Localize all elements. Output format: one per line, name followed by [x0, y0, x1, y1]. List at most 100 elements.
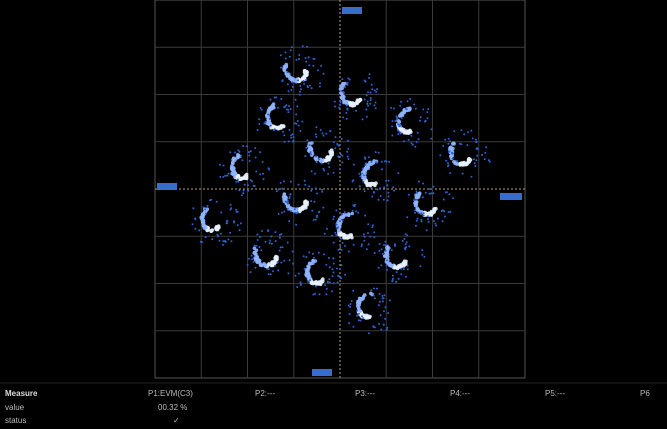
- scatter-dot: [290, 181, 292, 183]
- scatter-dot: [366, 248, 368, 250]
- scatter-dot: [340, 277, 342, 279]
- scatter-dot: [287, 111, 289, 113]
- scatter-dot: [360, 320, 362, 322]
- scatter-dot: [328, 278, 330, 280]
- scatter-dot: [342, 91, 344, 93]
- scatter-dot: [448, 138, 450, 140]
- scatter-dot: [280, 246, 282, 248]
- symbol-dot: [387, 262, 391, 266]
- scatter-dot: [460, 129, 462, 131]
- scatter-dot: [305, 147, 307, 149]
- scatter-dot: [263, 122, 265, 124]
- scatter-dot: [251, 258, 253, 260]
- scatter-dot: [420, 116, 422, 118]
- scatter-dot: [235, 209, 237, 211]
- scatter-dot: [240, 222, 242, 224]
- scatter-dot: [271, 243, 273, 245]
- scatter-dot: [388, 161, 390, 163]
- scatter-dot: [353, 164, 355, 166]
- scatter-dot: [376, 288, 378, 290]
- symbol-dot: [369, 182, 373, 186]
- scatter-dot: [371, 88, 373, 90]
- scatter-dot: [247, 184, 249, 186]
- scatter-dot: [358, 173, 360, 175]
- scatter-dot: [434, 223, 436, 225]
- scatter-dot: [319, 86, 321, 88]
- scatter-dot: [276, 190, 278, 192]
- scatter-dot: [449, 140, 451, 142]
- scatter-dot: [298, 58, 300, 60]
- scatter-dot: [287, 272, 289, 274]
- scatter-dot: [396, 271, 398, 273]
- scatter-dot: [258, 118, 260, 120]
- scatter-dot: [346, 151, 348, 153]
- scatter-dot: [341, 249, 343, 251]
- scatter-dot: [398, 278, 400, 280]
- scatter-dot: [258, 246, 260, 248]
- scatter-dot: [332, 218, 334, 220]
- symbol-dot: [398, 120, 402, 124]
- scatter-dot: [192, 223, 194, 225]
- scatter-dot: [335, 234, 337, 236]
- scatter-dot: [253, 261, 255, 263]
- column-name: P5:---: [545, 389, 565, 398]
- symbol-dot: [288, 77, 292, 81]
- scatter-dot: [237, 224, 239, 226]
- scatter-dot: [296, 105, 298, 107]
- symbol-dot: [272, 106, 276, 110]
- scatter-dot: [298, 125, 300, 127]
- scatter-dot: [378, 152, 380, 154]
- scatter-dot: [386, 329, 388, 331]
- scatter-dot: [310, 151, 312, 153]
- scatter-dot: [261, 109, 263, 111]
- scatter-dot: [334, 147, 336, 149]
- scatter-dot: [277, 261, 279, 263]
- symbol-dot: [415, 206, 419, 210]
- symbol-dot: [467, 157, 471, 161]
- marker-top: [342, 7, 362, 14]
- scatter-dot: [290, 108, 292, 110]
- scatter-dot: [338, 107, 340, 109]
- scatter-dot: [340, 154, 342, 156]
- scatter-dot: [375, 107, 377, 109]
- scatter-dot: [398, 131, 400, 133]
- scatter-dot: [333, 216, 335, 218]
- scatter-dot: [341, 213, 343, 215]
- scatter-dot: [247, 190, 249, 192]
- scatter-dot: [260, 249, 262, 251]
- scatter-dot: [344, 86, 346, 88]
- scatter-dot: [427, 215, 429, 217]
- scatter-dot: [369, 236, 371, 238]
- scatter-dot: [318, 158, 320, 160]
- scatter-dot: [297, 80, 299, 82]
- scatter-dot: [283, 260, 285, 262]
- scatter-dot: [194, 218, 196, 220]
- scatter-dot: [323, 135, 325, 137]
- scatter-dot: [459, 143, 461, 145]
- symbol-dot: [254, 257, 258, 261]
- scatter-dot: [388, 180, 390, 182]
- scatter-dot: [254, 147, 256, 149]
- scatter-dot: [267, 114, 269, 116]
- scatter-dot: [198, 229, 200, 231]
- scatter-dot: [251, 255, 253, 257]
- symbol-dot: [326, 158, 330, 162]
- scatter-dot: [219, 176, 221, 178]
- scatter-dot: [327, 173, 329, 175]
- scatter-dot: [329, 281, 331, 283]
- scatter-dot: [406, 241, 408, 243]
- scatter-dot: [288, 197, 290, 199]
- scatter-dot: [297, 120, 299, 122]
- scatter-dot: [347, 148, 349, 150]
- scatter-dot: [374, 252, 376, 254]
- scatter-dot: [217, 234, 219, 236]
- symbol-dot: [307, 265, 311, 269]
- scatter-dot: [481, 154, 483, 156]
- scatter-dot: [348, 322, 350, 324]
- scatter-dot: [341, 138, 343, 140]
- scatter-dot: [303, 80, 305, 82]
- symbol-dot: [303, 202, 307, 206]
- scatter-dot: [228, 173, 230, 175]
- scatter-dot: [361, 245, 363, 247]
- scatter-dot: [379, 243, 381, 245]
